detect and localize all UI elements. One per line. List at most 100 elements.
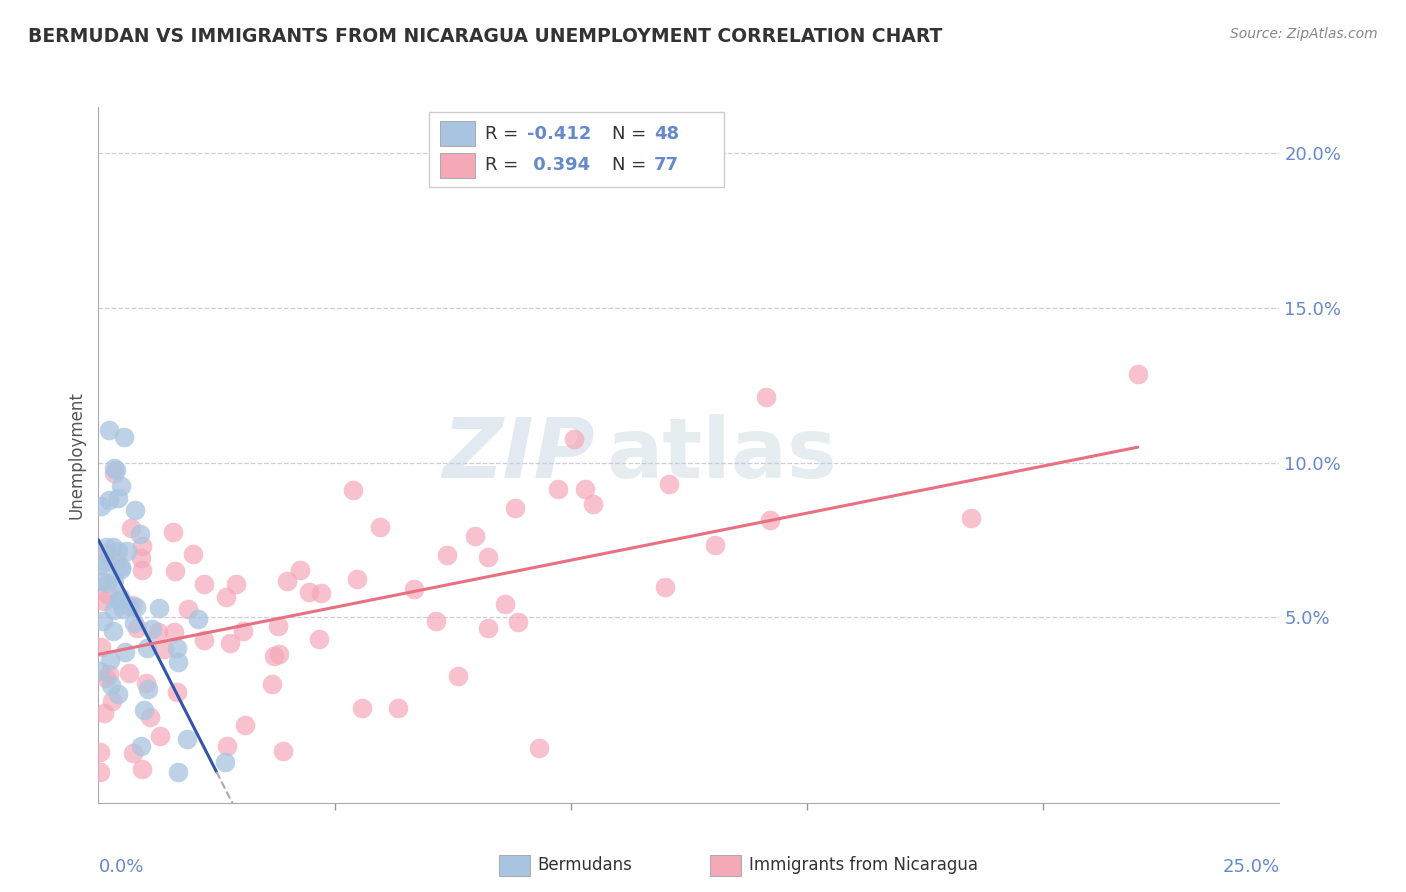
Text: BERMUDAN VS IMMIGRANTS FROM NICARAGUA UNEMPLOYMENT CORRELATION CHART: BERMUDAN VS IMMIGRANTS FROM NICARAGUA UN… [28, 27, 942, 45]
Point [115, 543, 138, 558]
Point [177, 602, 200, 616]
Point [276, 574, 298, 588]
Point [342, 483, 364, 497]
Point [129, 527, 152, 541]
Point [477, 621, 499, 635]
Point [121, 598, 143, 612]
Point [166, 685, 188, 699]
Point [425, 614, 447, 628]
Point [152, 642, 174, 657]
Point [574, 482, 596, 496]
Point [89, 665, 111, 679]
Point [704, 538, 727, 552]
Point [162, 524, 184, 539]
Point [176, 731, 198, 746]
Point [298, 584, 321, 599]
Point [464, 529, 486, 543]
Point [529, 740, 551, 755]
Point [503, 500, 526, 515]
Point [215, 590, 238, 604]
Text: R =: R = [485, 156, 524, 174]
Point [96, 555, 118, 569]
Text: Immigrants from Nicaragua: Immigrants from Nicaragua [749, 856, 979, 874]
Point [122, 615, 145, 630]
Point [107, 544, 129, 558]
Point [232, 624, 254, 638]
Point [309, 586, 332, 600]
Point [131, 763, 153, 777]
Point [139, 710, 162, 724]
Point [121, 746, 143, 760]
Point [1126, 367, 1149, 381]
Point [138, 682, 160, 697]
Text: 0.0%: 0.0% [98, 858, 143, 877]
Point [120, 521, 142, 535]
Point [960, 511, 983, 525]
Point [368, 519, 391, 533]
Point [107, 687, 129, 701]
Point [267, 618, 290, 632]
Point [93, 594, 115, 608]
Point [271, 744, 294, 758]
Point [193, 577, 215, 591]
Point [118, 599, 141, 614]
Point [582, 497, 605, 511]
Point [103, 466, 125, 480]
Point [352, 701, 374, 715]
Text: 0.394: 0.394 [527, 156, 591, 174]
Point [167, 655, 190, 669]
Point [108, 593, 131, 607]
Point [98, 666, 121, 681]
Point [193, 632, 215, 647]
Point [107, 491, 129, 505]
Point [103, 540, 125, 554]
Point [125, 621, 148, 635]
Point [90, 574, 112, 588]
Point [387, 700, 409, 714]
Text: Source: ZipAtlas.com: Source: ZipAtlas.com [1230, 27, 1378, 41]
Point [131, 563, 153, 577]
Point [166, 764, 188, 779]
Point [112, 430, 135, 444]
Point [436, 549, 458, 563]
Point [263, 648, 285, 663]
Point [506, 615, 529, 630]
Point [134, 703, 156, 717]
Point [402, 582, 425, 596]
Point [129, 739, 152, 753]
Point [101, 693, 124, 707]
Point [135, 641, 157, 656]
Point [110, 562, 132, 576]
Point [262, 677, 284, 691]
Text: 77: 77 [654, 156, 679, 174]
Point [125, 599, 148, 614]
Point [111, 601, 134, 615]
Point [90, 558, 112, 573]
Point [219, 635, 242, 649]
Point [183, 547, 205, 561]
Point [90, 500, 112, 514]
Point [129, 550, 152, 565]
Point [346, 572, 368, 586]
Point [149, 729, 172, 743]
Point [91, 614, 114, 628]
Point [96, 576, 118, 591]
Point [94, 541, 117, 555]
Point [148, 601, 170, 615]
Point [547, 483, 569, 497]
Point [166, 641, 188, 656]
Point [217, 739, 239, 753]
Point [97, 423, 120, 437]
Point [104, 554, 127, 568]
Point [163, 624, 186, 639]
Text: 48: 48 [654, 125, 679, 143]
Point [110, 479, 132, 493]
Point [562, 432, 585, 446]
Point [110, 559, 132, 574]
Text: R =: R = [485, 125, 524, 143]
Point [124, 503, 146, 517]
Text: 25.0%: 25.0% [1222, 858, 1279, 877]
Point [93, 706, 115, 720]
Point [135, 676, 157, 690]
Point [98, 653, 121, 667]
